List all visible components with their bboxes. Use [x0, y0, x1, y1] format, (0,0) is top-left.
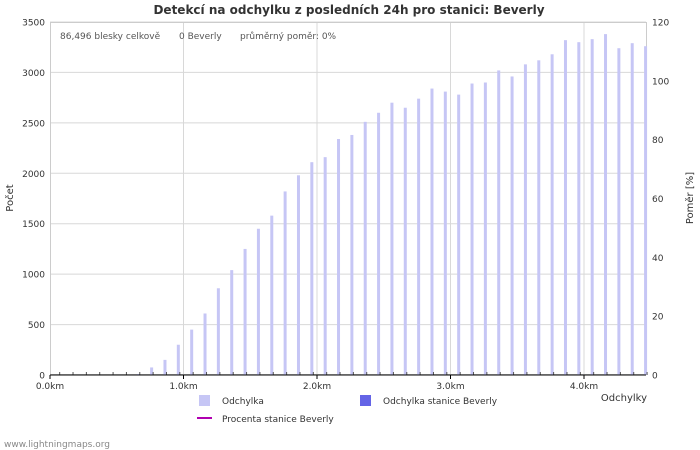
bar-odchylka	[470, 83, 474, 375]
bar-odchylka	[203, 313, 207, 375]
y-right-tick-label: 40	[652, 254, 664, 264]
bar-odchylka	[403, 107, 407, 375]
legend-label-odchylka: Odchylka	[222, 397, 264, 407]
bar-odchylka	[377, 112, 381, 376]
bar-odchylka	[563, 40, 567, 375]
bar-odchylka	[483, 82, 487, 375]
y-right-tick-label: 0	[652, 372, 658, 382]
x-tick-label: 3.0km	[436, 382, 464, 392]
stats-ratio: průměrný poměr: 0%	[240, 31, 337, 42]
bar-odchylka	[270, 215, 274, 375]
bar-odchylka	[216, 288, 220, 375]
bar-odchylka	[604, 34, 608, 376]
bar-odchylka	[150, 367, 154, 375]
bar-odchylka	[243, 248, 247, 375]
bar-odchylka	[537, 60, 541, 375]
bar-odchylka	[323, 157, 327, 375]
footer-credit: www.lightningmaps.org	[4, 440, 110, 450]
x-axis-ticks: 0.0km 1.0km 2.0km 3.0km 4.0km	[36, 375, 598, 392]
bar-odchylka	[136, 373, 140, 375]
bar-odchylka	[497, 70, 501, 375]
bar-odchylka	[644, 46, 648, 375]
bar-odchylka	[590, 39, 594, 375]
y-left-tick-label: 2500	[22, 119, 45, 129]
y-left-tick-label: 1500	[22, 220, 45, 230]
y-right-tick-label: 60	[652, 195, 664, 205]
x-tick-label: 4.0km	[570, 382, 598, 392]
y-left-tick-label: 1000	[22, 271, 45, 281]
bar-odchylka	[337, 138, 341, 375]
legend-swatch-odchylka	[199, 395, 210, 406]
y-right-tick-label: 80	[652, 136, 664, 146]
bar-odchylka	[190, 329, 194, 375]
bar-odchylka	[430, 88, 434, 376]
bar-odchylka	[630, 43, 634, 376]
bar-odchylka	[417, 98, 421, 375]
y-axis-right-ticks: 0 20 40 60 80 100 120	[652, 19, 669, 382]
bar-odchylka	[350, 134, 354, 375]
bar-odchylka	[617, 48, 621, 375]
x-tick-label: 0.0km	[36, 382, 64, 392]
bars-odchylka	[56, 34, 648, 376]
bar-odchylka	[510, 76, 514, 375]
y-right-tick-label: 100	[652, 77, 669, 87]
grid	[50, 21, 646, 375]
legend: Odchylka Odchylka stanice Beverly Procen…	[197, 395, 498, 425]
bar-odchylka	[577, 42, 581, 376]
bar-odchylka	[523, 64, 527, 376]
y-axis-left-label: Počet	[4, 184, 16, 211]
y-left-tick-label: 3000	[22, 69, 45, 79]
bar-odchylka	[457, 94, 461, 376]
bar-odchylka	[296, 175, 300, 375]
bar-odchylka	[390, 102, 394, 375]
chart-title: Detekcí na odchylku z posledních 24h pro…	[153, 3, 544, 17]
bar-odchylka	[256, 228, 260, 375]
legend-label-odchylka-stanice: Odchylka stanice Beverly	[383, 397, 498, 407]
x-axis-label: Odchylky	[601, 393, 647, 404]
bar-odchylka	[283, 191, 287, 375]
plot-area	[50, 22, 647, 375]
bar-odchylka	[310, 162, 314, 375]
bar-odchylka	[176, 344, 180, 375]
bar-odchylka	[443, 91, 447, 375]
y-left-tick-label: 0	[39, 372, 45, 382]
y-left-tick-label: 3500	[22, 19, 45, 29]
bar-odchylka	[230, 270, 234, 375]
y-left-tick-label: 500	[28, 321, 45, 331]
y-right-tick-label: 20	[652, 313, 664, 323]
y-axis-left-ticks: 0 500 1000 1500 2000 2500 3000 3500	[22, 19, 45, 382]
bar-odchylka	[163, 359, 167, 375]
y-left-tick-label: 2000	[22, 170, 45, 180]
x-tick-label: 2.0km	[303, 382, 331, 392]
legend-label-procenta-stanice: Procenta stanice Beverly	[222, 415, 334, 425]
y-right-tick-label: 120	[652, 19, 669, 29]
stats-total: 86,496 blesky celkově	[60, 32, 161, 42]
stats-station: 0 Beverly	[179, 32, 222, 42]
x-tick-label: 1.0km	[169, 382, 197, 392]
y-axis-right-label: Poměr [%]	[684, 172, 696, 224]
legend-swatch-odchylka-stanice	[360, 395, 371, 406]
bar-odchylka	[550, 54, 554, 375]
bar-odchylka	[363, 121, 367, 375]
